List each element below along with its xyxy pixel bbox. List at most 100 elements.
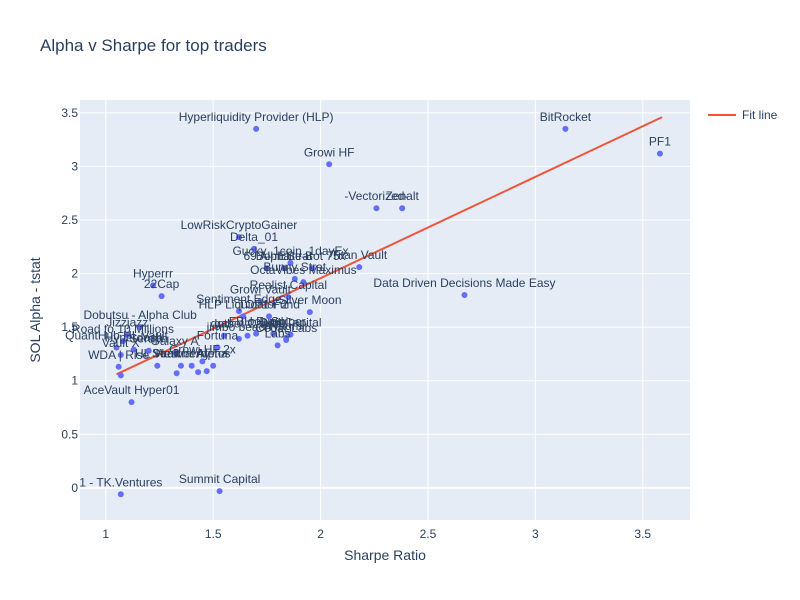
scatter-point[interactable]: [154, 362, 161, 369]
point-label: jimbo beach: [206, 320, 272, 334]
scatter-point[interactable]: [399, 205, 406, 212]
scatter-point[interactable]: [220, 332, 227, 339]
scatter-point[interactable]: [124, 331, 131, 338]
point-label: 69 Alpha: [244, 249, 291, 263]
y-tick-label: 0.5: [61, 427, 78, 441]
scatter-point[interactable]: [117, 372, 124, 379]
point-label: Galaxy A: [150, 334, 198, 348]
point-label: FBH Fund: [229, 315, 284, 329]
point-label: Titan Vault: [331, 248, 388, 262]
point-label: Road to 10 Millions: [72, 322, 174, 336]
scatter-point[interactable]: [326, 161, 333, 168]
scatter-point[interactable]: [195, 369, 202, 376]
fit-line: [116, 116, 663, 376]
point-label: Hyperrr: [133, 266, 173, 280]
x-tick-label: 2: [317, 527, 324, 541]
legend[interactable]: Fit line: [708, 108, 778, 122]
x-tick-label: 2.5: [420, 527, 437, 541]
point-label: Data Driven Decisions Made Easy: [373, 276, 555, 290]
point-label: Bunny Strat: [263, 260, 326, 274]
point-label: Labs: [265, 326, 291, 340]
scatter-point[interactable]: [287, 331, 294, 338]
scatter-point[interactable]: [158, 293, 165, 300]
scatter-point[interactable]: [235, 308, 242, 315]
scatter-point[interactable]: [306, 309, 313, 316]
scatter-point[interactable]: [128, 399, 135, 406]
point-label: LowRiskCryptoGainer: [181, 218, 298, 232]
scatter-point[interactable]: [214, 344, 221, 351]
scatter-point[interactable]: [253, 330, 260, 337]
scatter-point[interactable]: [274, 342, 281, 349]
scatter-points: [113, 125, 663, 498]
scatter-point[interactable]: [240, 313, 247, 320]
scatter-point[interactable]: [115, 363, 122, 370]
point-label: Seraph: [129, 332, 168, 346]
point-label: TOP1 Fund: [238, 297, 300, 311]
y-tick-label: 1.5: [61, 320, 78, 334]
scatter-point[interactable]: [266, 313, 273, 320]
point-label: AceVault Hyper01: [84, 383, 180, 397]
scatter-point[interactable]: [119, 338, 126, 345]
point-label: WDA | Rise: [88, 348, 149, 362]
scatter-point[interactable]: [171, 349, 178, 356]
point-label: -Vectorized-: [344, 189, 408, 203]
scatter-point[interactable]: [263, 265, 270, 272]
scatter-point[interactable]: [203, 368, 210, 375]
scatter-point[interactable]: [656, 150, 663, 157]
y-tick-label: 0: [71, 481, 78, 495]
scatter-point[interactable]: [285, 294, 292, 301]
point-label: Elite Bot 75x: [278, 249, 345, 263]
scatter-point[interactable]: [188, 362, 195, 369]
plot-area: [80, 100, 690, 520]
point-label: Strawberry: [152, 347, 210, 361]
scatter-point[interactable]: [145, 347, 152, 354]
point-label: 1 - TK.Ventures: [79, 475, 162, 489]
scatter-point[interactable]: [270, 330, 277, 337]
scatter-point[interactable]: [356, 264, 363, 271]
scatter-point[interactable]: [291, 275, 298, 282]
point-label: Hyperliquidity Provider (HLP): [179, 110, 334, 124]
x-axis-ticks: 1 1.5 2 2.5 3 3.5: [102, 527, 651, 541]
scatter-point[interactable]: [253, 125, 260, 132]
point-label: BitRocket: [540, 110, 592, 124]
scatter-point[interactable]: [117, 352, 124, 358]
scatter-point[interactable]: [250, 245, 257, 252]
legend-fit-line-label: Fit line: [742, 108, 778, 122]
scatter-point[interactable]: [113, 344, 120, 351]
point-label: OctaVibes Maximus: [250, 263, 356, 277]
scatter-point[interactable]: [235, 234, 242, 241]
y-tick-label: 2.5: [61, 213, 78, 227]
y-tick-label: 3: [71, 159, 78, 173]
scatter-point[interactable]: [562, 125, 569, 132]
point-label: Defi Capital: [259, 316, 321, 330]
scatter-point[interactable]: [244, 332, 251, 339]
scatter-point[interactable]: [257, 298, 264, 305]
scatter-point[interactable]: [461, 292, 468, 298]
point-label: Dobutsu - Alpha Club: [83, 308, 197, 322]
y-axis-title: SOL Alpha - tstat: [27, 257, 43, 362]
scatter-point[interactable]: [308, 265, 315, 272]
scatter-point[interactable]: [283, 337, 290, 343]
scatter-point[interactable]: [216, 488, 223, 495]
point-label: Realist Capital: [250, 278, 327, 292]
point-label: 22Cap: [144, 277, 180, 291]
point-labels: Hyperliquidity Provider (HLP) BitRocket PF…: [65, 110, 671, 489]
point-label: PF1: [649, 135, 671, 149]
scatter-point[interactable]: [150, 282, 157, 289]
scatter-point[interactable]: [117, 491, 124, 498]
scatter-point[interactable]: [137, 324, 144, 331]
point-label: Sentiment Edge: [196, 292, 282, 306]
scatter-point[interactable]: [287, 259, 294, 266]
chart-title: Alpha v Sharpe for top traders: [40, 36, 267, 55]
scatter-point[interactable]: [173, 370, 180, 377]
x-tick-label: 3.5: [634, 527, 651, 541]
scatter-point[interactable]: [300, 279, 307, 286]
scatter-point[interactable]: [177, 362, 184, 369]
scatter-point[interactable]: [235, 335, 242, 342]
scatter-point[interactable]: [130, 346, 137, 353]
point-label: Wagmi: [268, 319, 305, 333]
scatter-point[interactable]: [199, 358, 206, 365]
scatter-point[interactable]: [373, 205, 380, 212]
scatter-point[interactable]: [281, 265, 288, 272]
scatter-point[interactable]: [210, 362, 217, 369]
